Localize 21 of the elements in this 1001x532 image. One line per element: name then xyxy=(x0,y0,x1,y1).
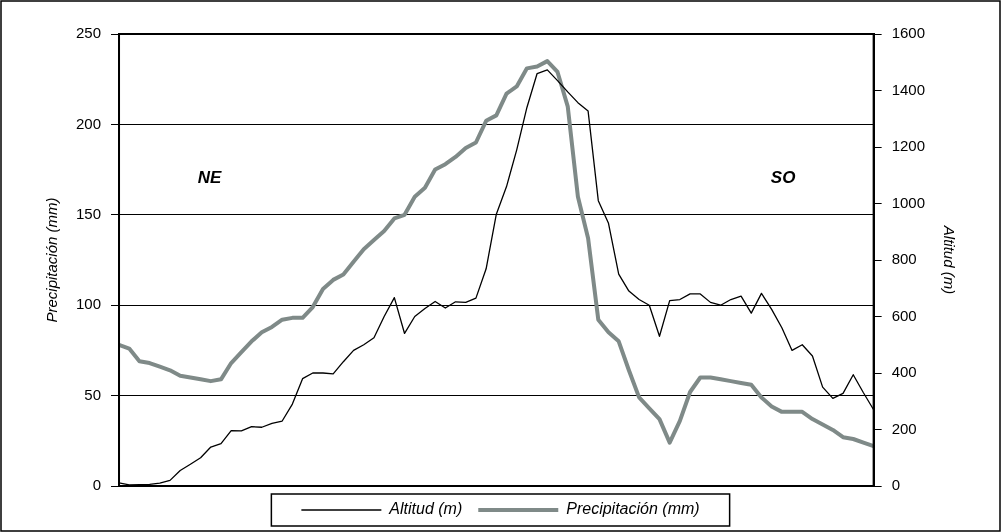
y2-tick-label: 1400 xyxy=(891,80,926,98)
y2-tick-label: 0 xyxy=(891,476,900,494)
y-tick-label: 250 xyxy=(76,24,102,42)
y2-tick-label: 200 xyxy=(891,419,917,437)
legend-label: Precipitación (mm) xyxy=(566,500,700,518)
y-tick-label: 0 xyxy=(92,476,102,494)
y-tick-label: 100 xyxy=(76,295,102,313)
legend-label: Altitud (m) xyxy=(388,500,463,518)
y2-axis-title: Altitud (m) xyxy=(940,224,958,295)
annotation: NE xyxy=(197,168,223,188)
annotation: SO xyxy=(770,168,796,188)
y2-tick-label: 1000 xyxy=(891,193,926,211)
y-tick-label: 200 xyxy=(76,114,102,132)
y-tick-label: 150 xyxy=(76,204,102,222)
y2-tick-label: 1200 xyxy=(891,137,926,155)
y2-tick-label: 1600 xyxy=(891,24,926,42)
y2-tick-label: 600 xyxy=(891,306,917,324)
y-tick-label: 50 xyxy=(84,385,102,403)
y2-tick-label: 800 xyxy=(891,250,917,268)
y-axis-title: Precipitación (mm) xyxy=(43,197,61,323)
y2-tick-label: 400 xyxy=(891,363,917,381)
